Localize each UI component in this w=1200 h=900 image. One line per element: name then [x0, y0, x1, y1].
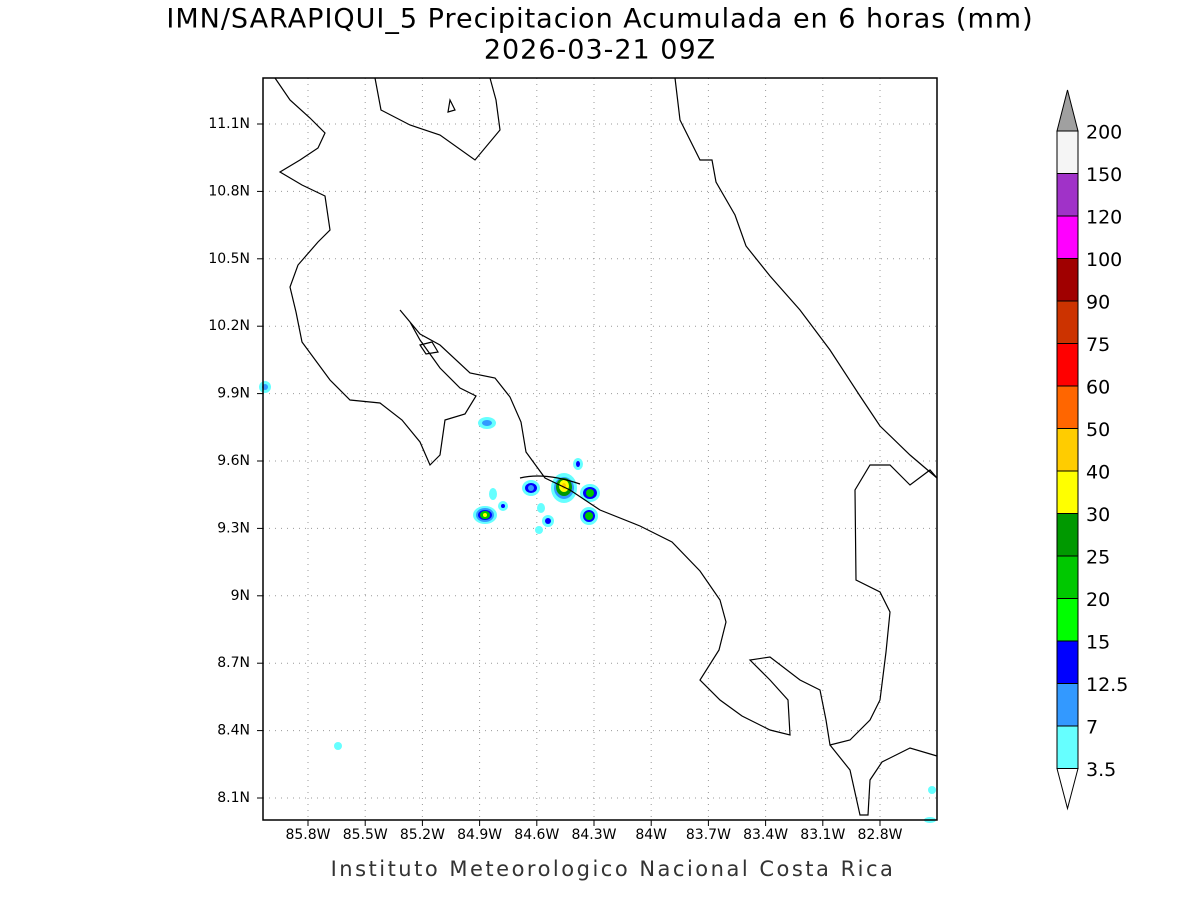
colorbar-label: 150	[1086, 164, 1122, 186]
colorbar-label: 7	[1086, 717, 1098, 739]
colorbar-label: 25	[1086, 547, 1110, 569]
colorbar-segment	[1056, 130, 1079, 174]
colorbar-segment	[1056, 428, 1079, 472]
lon-label: 84.3W	[571, 827, 616, 843]
footer: Instituto Meteorologico Nacional Costa R…	[331, 857, 896, 881]
lon-label: 83.4W	[743, 827, 788, 843]
colorbar-segment	[1056, 173, 1079, 217]
colorbar-segment	[1056, 470, 1079, 514]
lat-label: 8.1N	[217, 790, 250, 806]
colorbar-under	[1056, 768, 1079, 811]
lat-label: 11.1N	[208, 116, 250, 132]
lat-label: 9.9N	[217, 386, 250, 402]
lat-label: 9N	[231, 588, 250, 604]
colorbar-segment	[1056, 683, 1079, 727]
colorbar: 200 150 120 100 90 75 60 50 40 30 25 20 15 12.5 7 3.5	[1056, 89, 1128, 811]
colorbar-over	[1056, 89, 1079, 132]
lat-label: 8.4N	[217, 723, 250, 739]
colorbar-segment	[1056, 725, 1079, 769]
colorbar-label: 90	[1086, 292, 1110, 314]
lat-label: 8.7N	[217, 655, 250, 671]
colorbar-label: 3.5	[1086, 759, 1116, 781]
colorbar-label: 200	[1086, 122, 1122, 144]
lon-label: 83.1W	[800, 827, 845, 843]
colorbar-segment	[1056, 215, 1079, 259]
lon-label: 85.2W	[400, 827, 445, 843]
lon-label: 82.8W	[857, 827, 902, 843]
subtitle: 2026-03-21 09Z	[484, 35, 716, 66]
coastline	[274, 77, 938, 816]
lon-label: 84.9W	[457, 827, 502, 843]
colorbar-segment	[1056, 385, 1079, 429]
colorbar-label: 40	[1086, 462, 1110, 484]
lat-label: 10.5N	[208, 251, 250, 267]
lon-label: 85.8W	[285, 827, 330, 843]
colorbar-label: 30	[1086, 504, 1110, 526]
lon-label: 85.5W	[343, 827, 388, 843]
lat-label: 10.8N	[208, 183, 250, 199]
lat-label: 9.3N	[217, 520, 250, 536]
colorbar-label: 100	[1086, 249, 1122, 271]
colorbar-segment	[1056, 343, 1079, 387]
colorbar-label: 75	[1086, 334, 1110, 356]
lon-label: 84W	[635, 827, 667, 843]
colorbar-segment	[1056, 258, 1079, 302]
colorbar-label: 50	[1086, 419, 1110, 441]
colorbar-label: 120	[1086, 207, 1122, 229]
plot-frame	[262, 77, 938, 821]
colorbar-label: 60	[1086, 377, 1110, 399]
colorbar-label: 12.5	[1086, 674, 1128, 696]
grid	[257, 78, 937, 826]
colorbar-label: 15	[1086, 632, 1110, 654]
colorbar-segment	[1056, 555, 1079, 599]
lat-label: 10.2N	[208, 318, 250, 334]
colorbar-segment	[1056, 513, 1079, 557]
lon-label: 83.7W	[686, 827, 731, 843]
colorbar-segment	[1056, 300, 1079, 344]
lat-label: 9.6N	[217, 453, 250, 469]
title: IMN/SARAPIQUI_5 Precipitacion Acumulada …	[166, 4, 1033, 35]
colorbar-segment	[1056, 598, 1079, 642]
lon-label: 84.6W	[514, 827, 559, 843]
colorbar-segment	[1056, 640, 1079, 684]
colorbar-label: 20	[1086, 589, 1110, 611]
precip-blobs	[259, 381, 936, 823]
